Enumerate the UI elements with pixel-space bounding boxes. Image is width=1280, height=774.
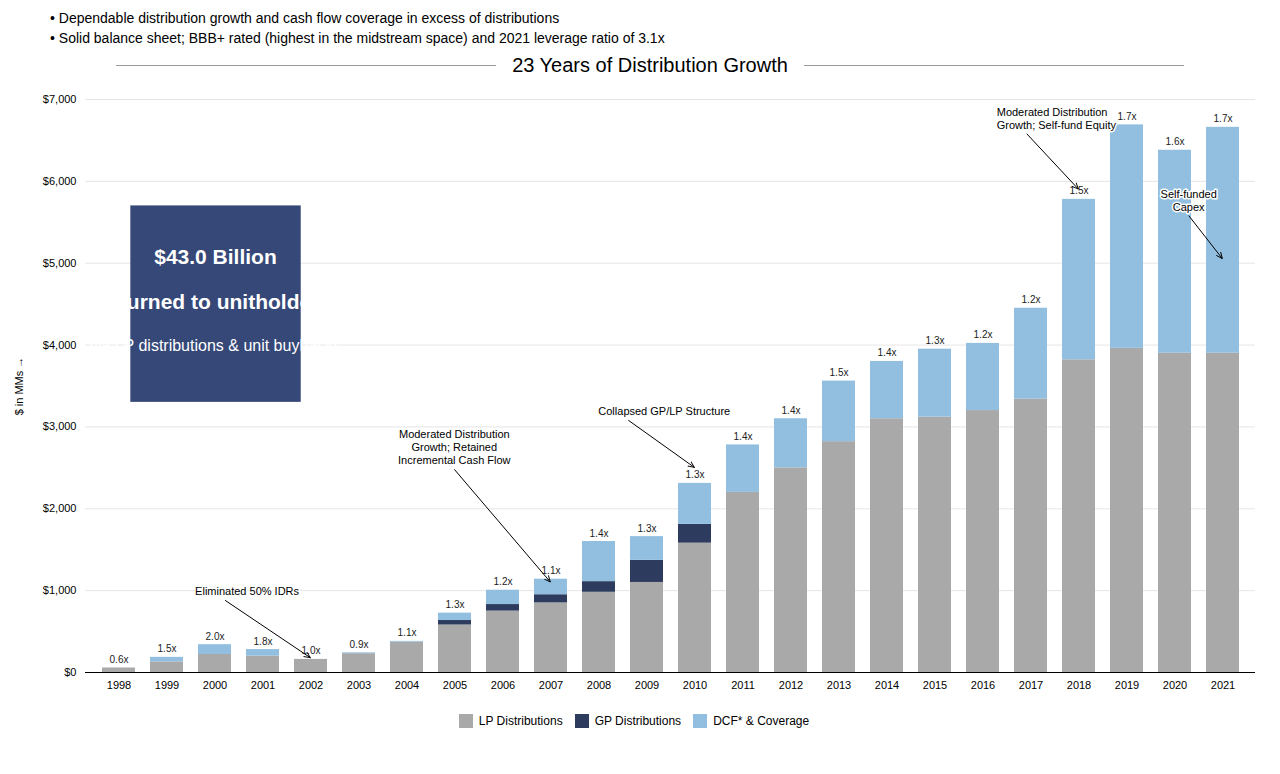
svg-text:$1,000: $1,000 — [43, 584, 77, 596]
svg-text:returned to unitholders: returned to unitholders — [100, 290, 331, 313]
svg-text:2011: 2011 — [731, 679, 755, 691]
svg-text:2015: 2015 — [923, 679, 947, 691]
svg-text:2018: 2018 — [1067, 679, 1091, 691]
svg-text:1.2x: 1.2x — [494, 576, 513, 587]
svg-text:2.0x: 2.0x — [206, 631, 225, 642]
svg-text:1.1x: 1.1x — [398, 627, 417, 638]
svg-text:$5,000: $5,000 — [43, 257, 77, 269]
svg-text:2007: 2007 — [539, 679, 563, 691]
svg-text:1.4x: 1.4x — [590, 528, 609, 539]
svg-text:2012: 2012 — [779, 679, 803, 691]
html-text:• Solid balance sheet; BBB+ ra: • Solid balance sheet; BBB+ rated (highe… — [50, 30, 665, 46]
svg-text:1998: 1998 — [107, 679, 131, 691]
svg-text:1.1x: 1.1x — [541, 565, 561, 577]
svg-text:2002: 2002 — [299, 679, 323, 691]
svg-text:0.9x: 0.9x — [350, 639, 369, 650]
svg-text:$6,000: $6,000 — [43, 175, 77, 187]
svg-text:2001: 2001 — [251, 679, 275, 691]
svg-text:$3,000: $3,000 — [43, 420, 77, 432]
svg-text:1.4x: 1.4x — [734, 431, 753, 442]
svg-text:via LP distributions & unit bu: via LP distributions & unit buybacks — [90, 337, 341, 354]
svg-text:1.6x: 1.6x — [1166, 136, 1185, 147]
html-text:LP Distributions: LP Distributions — [478, 713, 563, 728]
svg-text:Moderated DistributionGrowth;: Moderated DistributionGrowth; Self-fund … — [997, 106, 1117, 131]
svg-text:Moderated DistributionGrowth;: Moderated DistributionGrowth; RetainedIn… — [398, 428, 511, 466]
svg-text:2017: 2017 — [1019, 679, 1043, 691]
svg-text:Collapsed GP/LP Structure: Collapsed GP/LP Structure — [598, 405, 730, 417]
svg-text:$2,000: $2,000 — [43, 502, 77, 514]
html-text:DCF* & Coverage: DCF* & Coverage — [713, 713, 810, 728]
svg-text:1.3x: 1.3x — [446, 599, 465, 610]
svg-text:1.2x: 1.2x — [974, 329, 993, 340]
svg-text:2014: 2014 — [875, 679, 899, 691]
svg-text:$4,000: $4,000 — [43, 339, 77, 351]
svg-text:2004: 2004 — [395, 679, 419, 691]
svg-text:1.4x: 1.4x — [878, 347, 897, 358]
html-text:GP Distributions: GP Distributions — [594, 713, 682, 728]
html-text:23 Years of Distribution Growt: 23 Years of Distribution Growth — [512, 54, 788, 76]
svg-text:1.3x: 1.3x — [686, 469, 705, 480]
svg-text:1.5x: 1.5x — [1070, 185, 1089, 196]
svg-text:2019: 2019 — [1115, 679, 1139, 691]
svg-text:1999: 1999 — [155, 679, 179, 691]
svg-text:1.4x: 1.4x — [782, 405, 801, 416]
svg-text:2008: 2008 — [587, 679, 611, 691]
svg-text:1.0x: 1.0x — [302, 645, 321, 656]
svg-text:Self-fundedCapex: Self-fundedCapex — [1161, 188, 1217, 213]
svg-text:$ in MMs →: $ in MMs → — [13, 357, 25, 416]
svg-text:2016: 2016 — [971, 679, 995, 691]
svg-text:Eliminated 50% IDRs: Eliminated 50% IDRs — [195, 585, 299, 597]
svg-text:1.5x: 1.5x — [158, 643, 177, 654]
svg-text:2005: 2005 — [443, 679, 467, 691]
svg-text:2003: 2003 — [347, 679, 371, 691]
svg-text:2020: 2020 — [1163, 679, 1187, 691]
html-text:• Dependable distribution grow: • Dependable distribution growth and cas… — [50, 10, 560, 26]
svg-text:$7,000: $7,000 — [43, 93, 77, 105]
svg-text:1.7x: 1.7x — [1118, 111, 1137, 122]
svg-text:2010: 2010 — [683, 679, 707, 691]
svg-text:$0: $0 — [64, 666, 76, 678]
svg-text:1.7x: 1.7x — [1214, 113, 1233, 124]
svg-text:1.5x: 1.5x — [830, 367, 849, 378]
svg-text:$43.0 Billion: $43.0 Billion — [154, 245, 277, 268]
svg-text:2013: 2013 — [827, 679, 851, 691]
svg-text:2021: 2021 — [1211, 679, 1235, 691]
svg-text:2009: 2009 — [635, 679, 659, 691]
svg-text:1.8x: 1.8x — [254, 636, 273, 647]
svg-text:2006: 2006 — [491, 679, 515, 691]
svg-text:1.3x: 1.3x — [638, 523, 657, 534]
svg-text:1.2x: 1.2x — [1022, 294, 1041, 305]
svg-text:0.6x: 0.6x — [110, 654, 129, 665]
svg-text:1.3x: 1.3x — [926, 335, 945, 346]
svg-text:2000: 2000 — [203, 679, 227, 691]
